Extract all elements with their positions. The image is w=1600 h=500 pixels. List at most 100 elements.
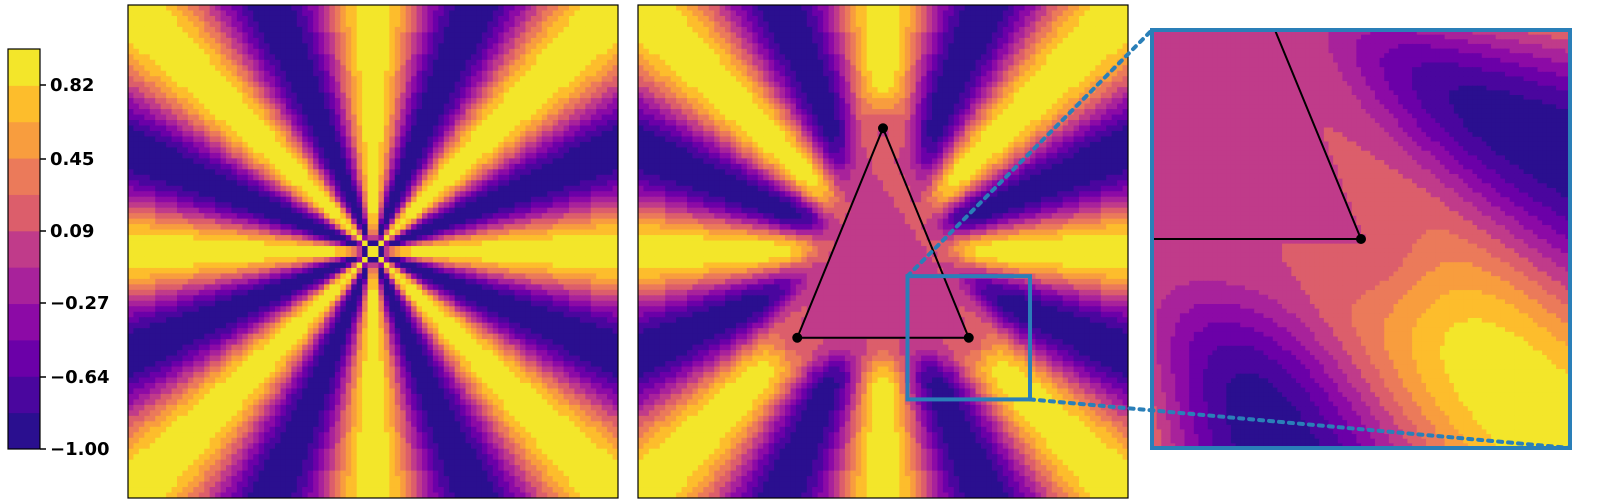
heatmap-cell (302, 141, 309, 149)
heatmap-cell (579, 158, 586, 165)
heatmap-cell (204, 229, 211, 236)
heatmap-cell (585, 262, 592, 269)
heatmap-cell (536, 21, 543, 28)
heatmap-cell (340, 54, 347, 61)
heatmap-cell (340, 147, 347, 154)
heatmap-cell (525, 169, 532, 176)
heatmap-cell (340, 152, 347, 159)
heatmap-cell (351, 256, 358, 264)
heatmap-cell (226, 37, 233, 44)
heatmap-cell (503, 125, 510, 132)
heatmap-cell (144, 48, 151, 55)
colorbar-ticks: 0.820.450.09−0.27−0.64−1.00 (40, 75, 110, 460)
heatmap-cell (362, 224, 369, 231)
heatmap-cell (574, 76, 581, 83)
heatmap-cell (242, 289, 249, 296)
heatmap-cell (509, 278, 516, 285)
heatmap-cell (367, 43, 374, 50)
heatmap-cell (160, 278, 167, 285)
heatmap-cell (334, 65, 341, 72)
heatmap-cell (302, 125, 309, 132)
heatmap-cell (264, 26, 271, 33)
heatmap-cell (514, 180, 521, 187)
heatmap-cell (514, 163, 521, 170)
heatmap-cell (569, 147, 576, 154)
heatmap-cell (558, 213, 565, 220)
heatmap-cell (236, 152, 243, 159)
heatmap-cell (373, 224, 380, 231)
heatmap-cell (285, 10, 292, 17)
heatmap-cell (258, 169, 265, 176)
heatmap-cell (334, 191, 341, 198)
heatmap-cell (612, 141, 618, 149)
heatmap-cell (411, 141, 418, 149)
heatmap-cell (492, 246, 499, 253)
heatmap-cell (149, 15, 156, 23)
heatmap-cell (182, 26, 189, 33)
heatmap-cell (460, 224, 467, 231)
heatmap-cell (166, 180, 173, 187)
heatmap-cell (166, 240, 173, 247)
heatmap-cell (193, 284, 200, 291)
heatmap-cell (128, 169, 135, 176)
heatmap-cell (231, 284, 238, 291)
heatmap-cell (253, 246, 260, 253)
heatmap-cell (460, 152, 467, 159)
heatmap-cell (324, 32, 331, 39)
heatmap-cell (128, 70, 135, 77)
heatmap-cell (215, 256, 222, 264)
heatmap-cell (509, 141, 516, 149)
heatmap-cell (514, 136, 521, 143)
heatmap-cell (525, 141, 532, 149)
heatmap-cell (503, 202, 510, 209)
heatmap-cell (536, 278, 543, 285)
heatmap-cell (258, 65, 265, 72)
heatmap-cell (481, 21, 488, 28)
heatmap-cell (579, 10, 586, 17)
heatmap-cell (231, 114, 238, 121)
heatmap-cell (149, 10, 156, 17)
heatmap-cell (329, 180, 336, 187)
heatmap-cell (253, 267, 260, 275)
heatmap-cell (569, 218, 576, 225)
heatmap-cell (128, 240, 135, 247)
heatmap-cell (269, 284, 276, 291)
heatmap-cell (362, 120, 369, 127)
heatmap-cell (324, 169, 331, 176)
heatmap-cell (182, 130, 189, 138)
heatmap-cell (204, 278, 211, 285)
heatmap-cell (247, 207, 254, 214)
heatmap-cell (177, 98, 184, 105)
heatmap-cell (432, 278, 439, 285)
heatmap-cell (541, 15, 548, 23)
heatmap-cell (563, 256, 570, 264)
heatmap-cell (356, 174, 363, 181)
heatmap-cell (155, 54, 162, 61)
heatmap-cell (187, 81, 194, 88)
heatmap-cell (389, 48, 396, 55)
heatmap-cell (569, 295, 576, 302)
heatmap-cell (160, 235, 167, 242)
heatmap-cell (389, 213, 396, 220)
heatmap-cell (563, 32, 570, 39)
heatmap-cell (579, 295, 586, 302)
heatmap-cell (476, 114, 483, 121)
heatmap-cell (215, 289, 222, 296)
heatmap-cell (492, 76, 499, 83)
heatmap-cell (258, 158, 265, 165)
heatmap-cell (373, 251, 380, 258)
heatmap-cell (253, 65, 260, 72)
heatmap-cell (579, 152, 586, 159)
heatmap-cell (209, 191, 216, 198)
heatmap-cell (569, 109, 576, 116)
heatmap-cell (552, 43, 559, 50)
heatmap-cell (574, 262, 581, 269)
heatmap-cell (155, 218, 162, 225)
heatmap-cell (552, 141, 559, 149)
heatmap-cell (318, 224, 325, 231)
heatmap-cell (334, 185, 341, 192)
heatmap-cell (541, 224, 548, 231)
heatmap-cell (160, 70, 167, 77)
heatmap-cell (373, 158, 380, 165)
heatmap-cell (552, 174, 559, 181)
